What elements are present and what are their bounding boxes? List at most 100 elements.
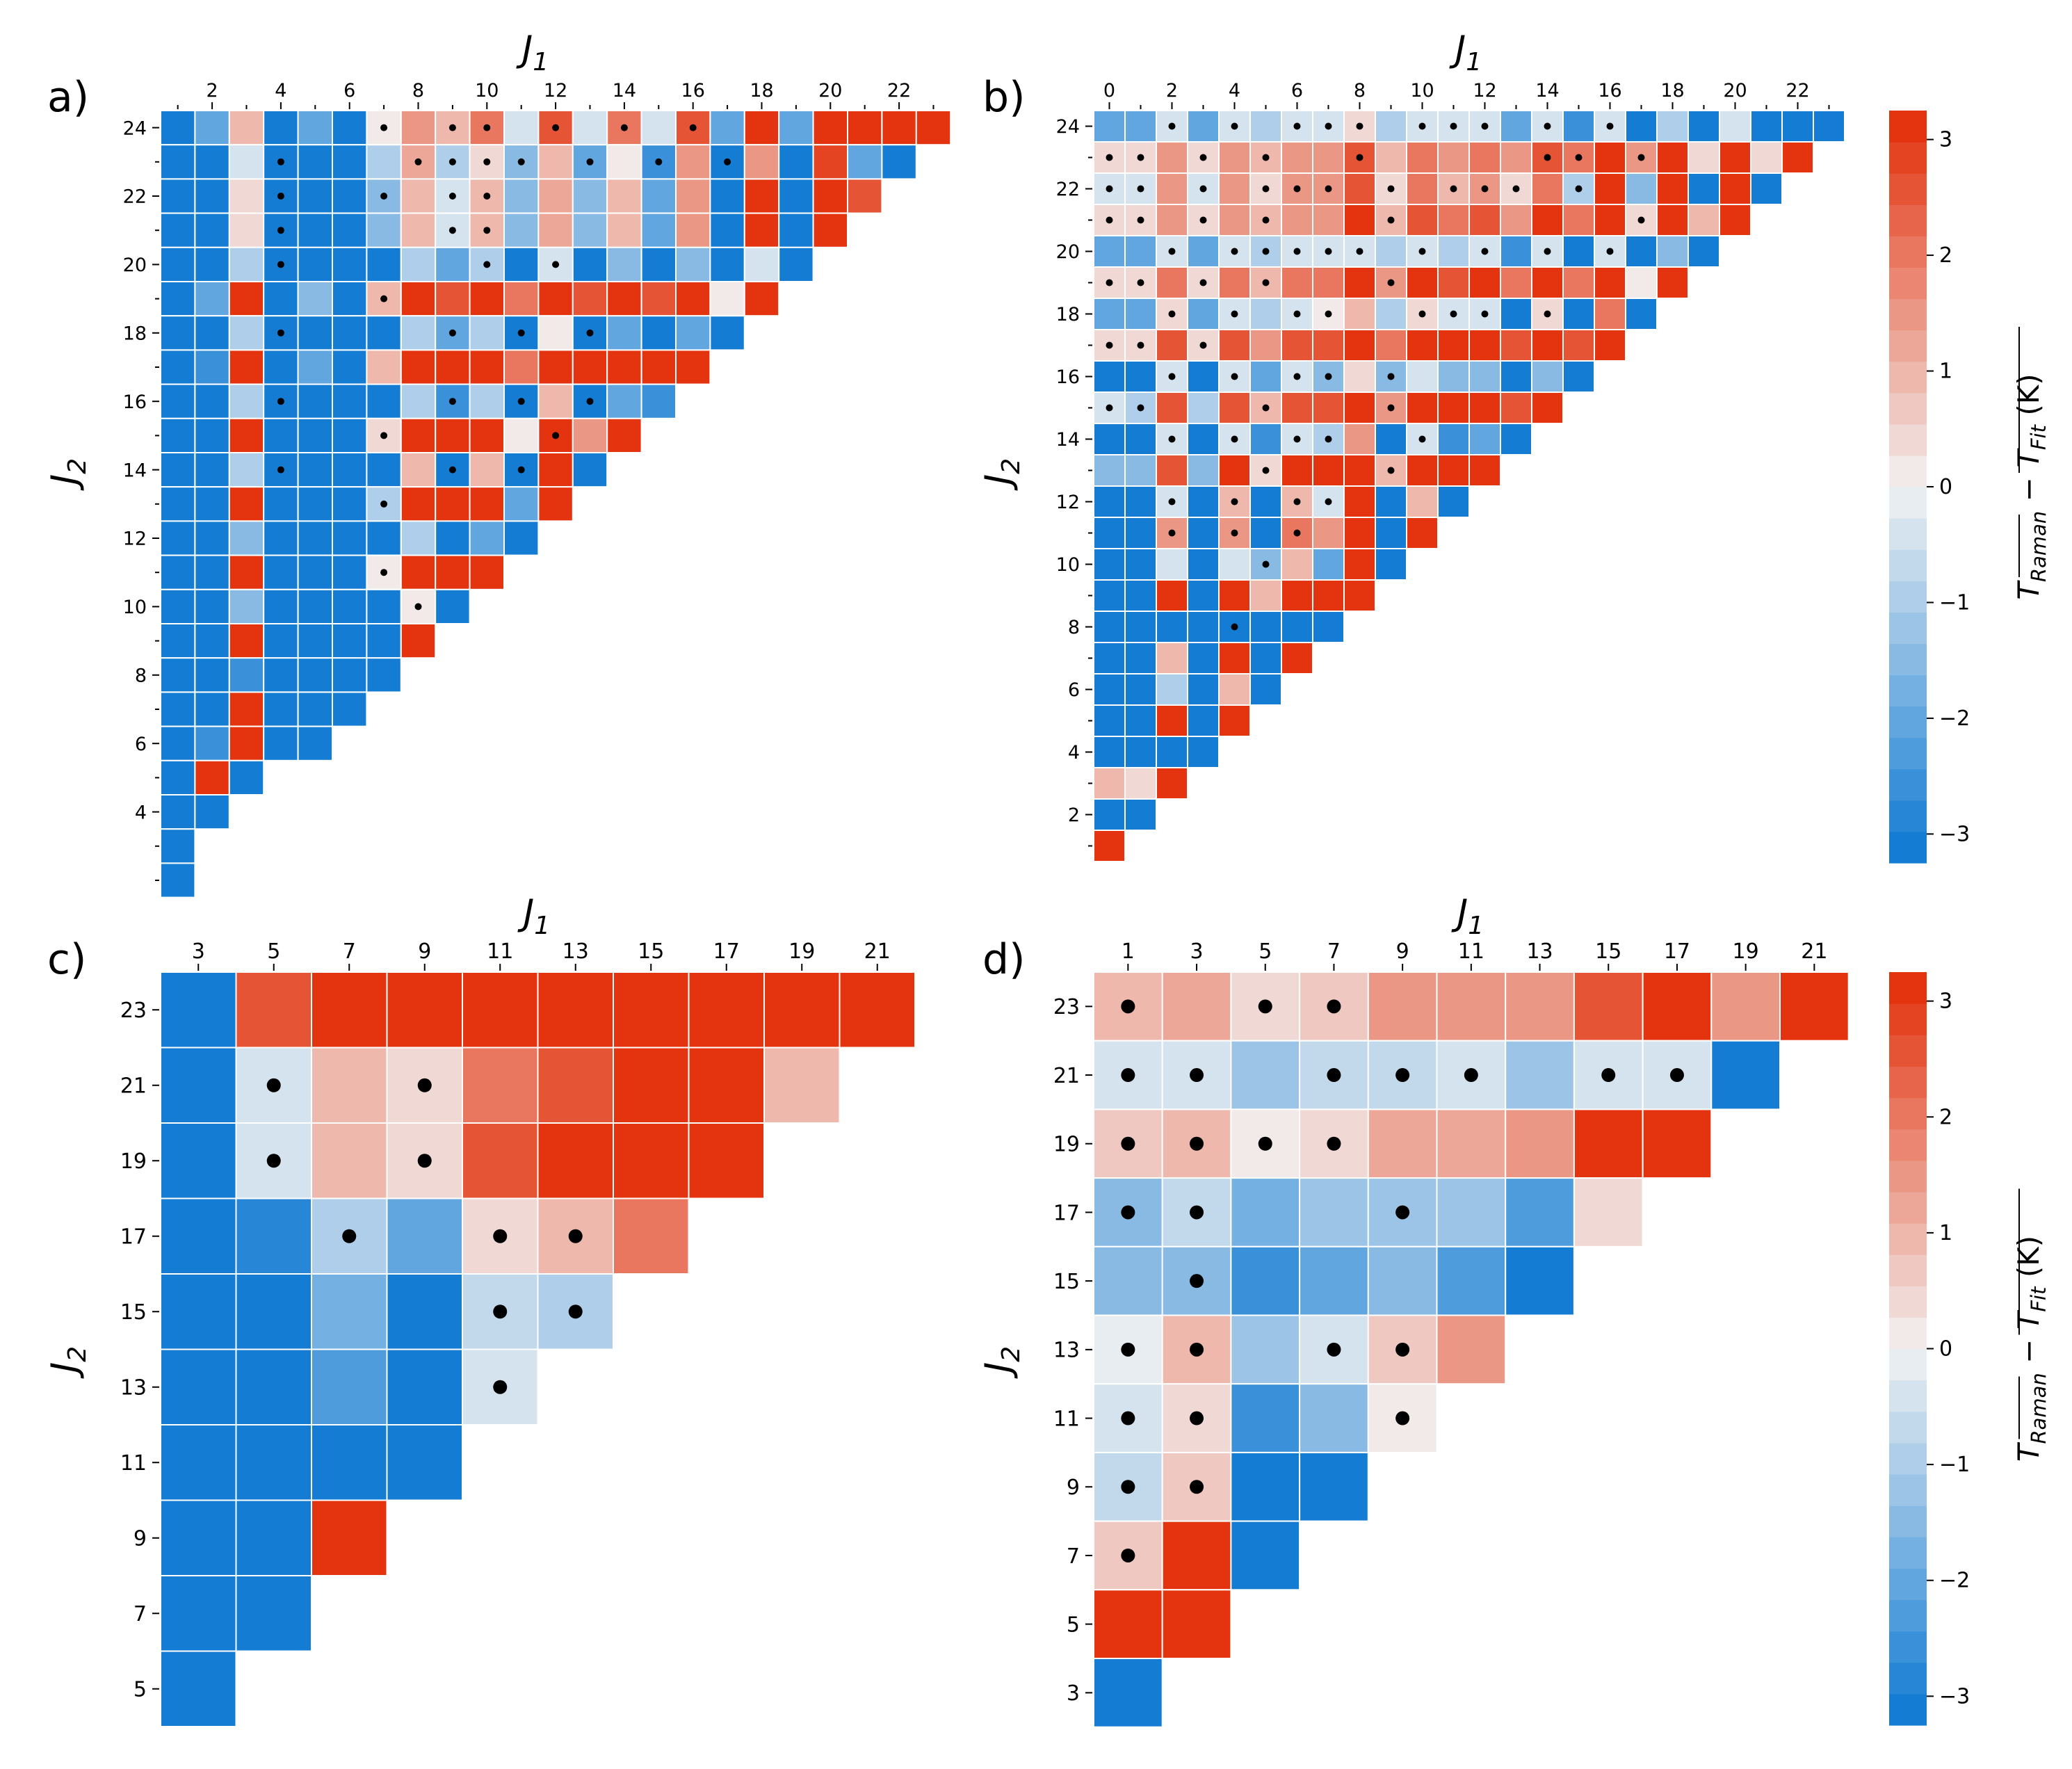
heatmap-cell bbox=[537, 212, 574, 248]
significance-marker bbox=[1262, 404, 1270, 412]
heatmap-cell bbox=[235, 1499, 312, 1576]
heatmap-cell bbox=[194, 212, 230, 248]
heatmap-cell bbox=[1562, 266, 1595, 299]
heatmap-cell bbox=[606, 144, 642, 180]
x-tick-label: 22 bbox=[1786, 80, 1809, 102]
heatmap-cell bbox=[1375, 423, 1407, 455]
heatmap-cell bbox=[400, 246, 437, 282]
heatmap-cell bbox=[311, 1348, 388, 1425]
heatmap-cell bbox=[675, 178, 711, 214]
colorbar-segment bbox=[1889, 1505, 1927, 1537]
heatmap-cell bbox=[228, 178, 265, 214]
y-tick-label: 22 bbox=[1056, 179, 1080, 200]
colorbar-segment bbox=[1889, 643, 1927, 676]
heatmap-cell bbox=[1656, 172, 1689, 205]
significance-marker bbox=[1293, 498, 1301, 506]
x-tick-label: 4 bbox=[1229, 80, 1240, 102]
heatmap-cell bbox=[332, 212, 368, 248]
heatmap-cell bbox=[1281, 548, 1313, 581]
heatmap-cell bbox=[1312, 454, 1345, 487]
heatmap-cell bbox=[1343, 423, 1376, 455]
significance-marker bbox=[1387, 467, 1395, 474]
significance-marker bbox=[1137, 279, 1144, 286]
x-tick-label: 13 bbox=[1526, 939, 1553, 964]
significance-marker bbox=[1544, 248, 1551, 255]
heatmap-cell bbox=[160, 383, 196, 419]
heatmap-cell bbox=[469, 315, 505, 351]
heatmap-cell bbox=[386, 971, 463, 1049]
significance-marker bbox=[1121, 1480, 1135, 1494]
heatmap-cell bbox=[235, 1424, 312, 1501]
heatmap-cell bbox=[1249, 642, 1282, 675]
heatmap-cell bbox=[1156, 548, 1188, 581]
heatmap-cell bbox=[263, 281, 299, 317]
heatmap-cell bbox=[366, 383, 402, 419]
heatmap-cell bbox=[1625, 266, 1658, 299]
colorbar-segment bbox=[1889, 549, 1927, 581]
heatmap-cell bbox=[1375, 298, 1407, 330]
significance-marker bbox=[1190, 1136, 1204, 1151]
heatmap-cell bbox=[400, 281, 437, 317]
heatmap-cell bbox=[778, 212, 814, 248]
heatmap-cell bbox=[1161, 1520, 1232, 1591]
significance-marker bbox=[1106, 154, 1113, 161]
x-tick-label: 8 bbox=[412, 80, 424, 102]
y-tick-label: 20 bbox=[123, 255, 147, 276]
heatmap-cell bbox=[228, 657, 265, 693]
y-tick-label: 11 bbox=[1053, 1407, 1080, 1431]
heatmap-cell bbox=[1437, 266, 1470, 299]
x-tick-label: 6 bbox=[1291, 80, 1303, 102]
heatmap-cell bbox=[675, 315, 711, 351]
heatmap-cell bbox=[1710, 971, 1781, 1042]
significance-marker bbox=[586, 329, 594, 337]
heatmap-cell bbox=[1312, 517, 1345, 549]
x-tick-label: 17 bbox=[713, 939, 740, 964]
heatmap-cell bbox=[778, 110, 814, 146]
heatmap-cell bbox=[1156, 611, 1188, 643]
heatmap-cell bbox=[297, 110, 334, 146]
heatmap-cell bbox=[640, 178, 677, 214]
significance-marker bbox=[1137, 185, 1144, 193]
colorbar-label: TRaman − TFit (K) bbox=[2012, 1236, 2050, 1462]
significance-marker bbox=[448, 124, 456, 131]
heatmap-cell bbox=[709, 144, 745, 180]
x-tick-label: 16 bbox=[681, 80, 705, 102]
heatmap-cell bbox=[1187, 611, 1220, 643]
colorbar-label: TRaman − TFit (K) bbox=[2012, 373, 2050, 599]
heatmap-cell bbox=[160, 315, 196, 351]
heatmap-cell bbox=[160, 1273, 237, 1350]
heatmap-cell bbox=[572, 349, 608, 385]
heatmap-cell bbox=[366, 349, 402, 385]
colorbar-segment bbox=[1889, 675, 1927, 707]
y-tick-label: 7 bbox=[1067, 1544, 1080, 1569]
heatmap-cell bbox=[1406, 517, 1439, 549]
colorbar-tick-label: −3 bbox=[1939, 1684, 1970, 1709]
heatmap-cell bbox=[160, 349, 196, 385]
heatmap-cell bbox=[1218, 266, 1251, 299]
heatmap-cell bbox=[194, 383, 230, 419]
heatmap-cell bbox=[228, 486, 265, 522]
heatmap-cell bbox=[606, 383, 642, 419]
heatmap-cell bbox=[1531, 204, 1564, 236]
x-tick-label: 12 bbox=[1473, 80, 1496, 102]
heatmap-cell bbox=[311, 1122, 388, 1199]
significance-marker bbox=[1387, 279, 1395, 286]
heatmap-cell bbox=[1156, 141, 1188, 174]
heatmap-cell bbox=[847, 178, 883, 214]
heatmap-cell bbox=[1750, 172, 1783, 205]
heatmap-cell bbox=[1299, 1245, 1369, 1316]
heatmap-cell bbox=[675, 281, 711, 317]
heatmap-cell bbox=[1230, 1245, 1301, 1316]
heatmap-cell bbox=[640, 383, 677, 419]
y-axis-title: J2 bbox=[978, 458, 1026, 491]
heatmap-cell bbox=[228, 520, 265, 556]
heatmap-cell bbox=[400, 349, 437, 385]
heatmap-cell bbox=[1406, 454, 1439, 487]
significance-marker bbox=[1575, 185, 1583, 193]
heatmap-cell bbox=[297, 691, 334, 727]
heatmap-cell bbox=[400, 417, 437, 453]
heatmap-cell bbox=[503, 349, 540, 385]
y-tick-label: 19 bbox=[120, 1149, 147, 1174]
x-axis-title: J1 bbox=[517, 892, 550, 940]
heatmap-cell bbox=[469, 452, 505, 488]
